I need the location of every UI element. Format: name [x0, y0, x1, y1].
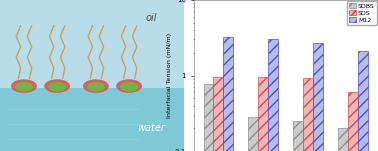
Bar: [259, 77, 268, 151]
Bar: [303, 78, 313, 151]
Bar: [338, 128, 348, 151]
Ellipse shape: [44, 79, 70, 93]
Bar: [358, 51, 368, 151]
Ellipse shape: [87, 82, 105, 92]
Ellipse shape: [83, 79, 109, 93]
Bar: [268, 39, 278, 151]
Bar: [293, 121, 303, 151]
Polygon shape: [0, 88, 184, 151]
Text: oil: oil: [146, 13, 157, 23]
Bar: [214, 77, 223, 151]
Text: water: water: [137, 123, 165, 133]
Polygon shape: [0, 0, 184, 88]
Ellipse shape: [48, 82, 67, 92]
Ellipse shape: [116, 79, 142, 93]
Ellipse shape: [15, 82, 33, 92]
Bar: [248, 117, 259, 151]
Bar: [203, 84, 214, 151]
Ellipse shape: [120, 82, 138, 92]
Legend: SDBS, SDS, M12: SDBS, SDS, M12: [347, 1, 377, 25]
Ellipse shape: [11, 79, 37, 93]
Bar: [348, 92, 358, 151]
Y-axis label: Interfacial Tension (mN/m): Interfacial Tension (mN/m): [167, 33, 172, 118]
Bar: [223, 37, 233, 151]
Bar: [313, 43, 323, 151]
